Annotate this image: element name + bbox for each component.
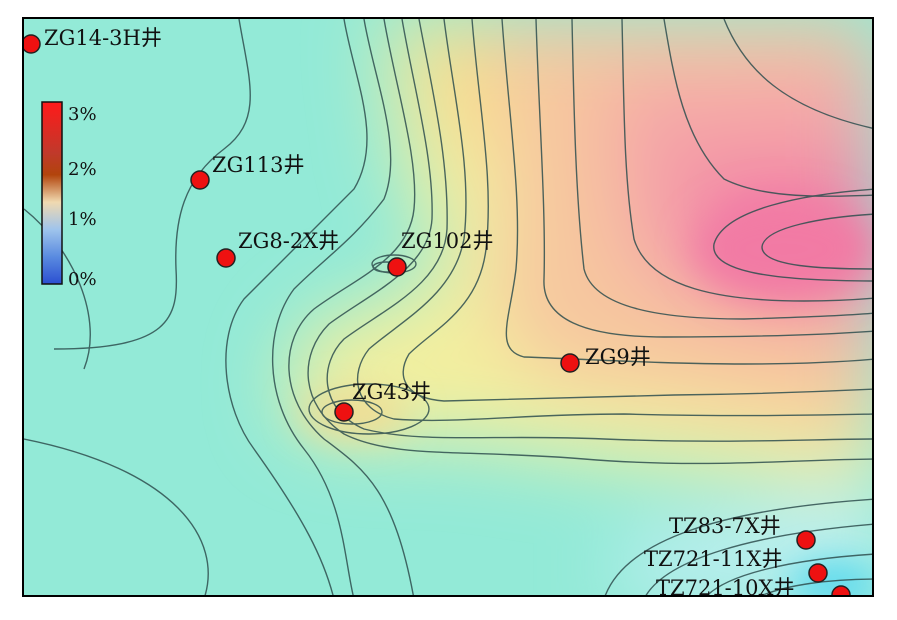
well-marker[interactable]: ZG102井 xyxy=(387,229,493,277)
well-label: TZ721-11X井 xyxy=(644,547,782,571)
well-label: TZ83-7X井 xyxy=(669,514,781,538)
well-marker[interactable]: ZG8-2X井 xyxy=(216,229,339,268)
well-marker[interactable]: ZG43井 xyxy=(334,380,431,422)
well-marker[interactable]: ZG14-3H井 xyxy=(24,26,162,54)
well-marker[interactable]: TZ83-7X井 xyxy=(669,514,816,550)
legend-color-bar xyxy=(41,101,63,285)
well-label: ZG9井 xyxy=(585,345,651,369)
contour-map: 3% 2% 1% 0% ZG14-3H井 ZG113井 ZG8-2X井 ZG10… xyxy=(22,17,874,597)
heatmap-background xyxy=(24,19,872,595)
well-label: ZG14-3H井 xyxy=(44,26,162,50)
wells: ZG14-3H井 ZG113井 ZG8-2X井 ZG102井 ZG9井 ZG43… xyxy=(24,26,851,597)
well-label: ZG43井 xyxy=(352,380,431,404)
well-label: TZ721-10X井 xyxy=(656,576,794,597)
legend-tick-label: 2% xyxy=(68,159,97,180)
well-label: ZG8-2X井 xyxy=(238,229,339,253)
well-marker[interactable]: ZG113井 xyxy=(190,153,304,190)
well-marker[interactable]: TZ721-10X井 xyxy=(656,576,851,597)
legend: 3% 2% 1% 0% xyxy=(41,101,97,290)
contour-lines xyxy=(24,19,872,595)
legend-tick-label: 3% xyxy=(68,104,97,125)
legend-tick-label: 1% xyxy=(68,209,97,230)
well-label: ZG102井 xyxy=(401,229,493,253)
legend-tick-label: 0% xyxy=(68,269,97,290)
contour-map-canvas: 3% 2% 1% 0% ZG14-3H井 ZG113井 ZG8-2X井 ZG10… xyxy=(24,19,872,597)
well-label: ZG113井 xyxy=(212,153,304,177)
well-marker[interactable]: TZ721-11X井 xyxy=(644,547,828,583)
well-marker[interactable]: ZG9井 xyxy=(560,345,651,373)
